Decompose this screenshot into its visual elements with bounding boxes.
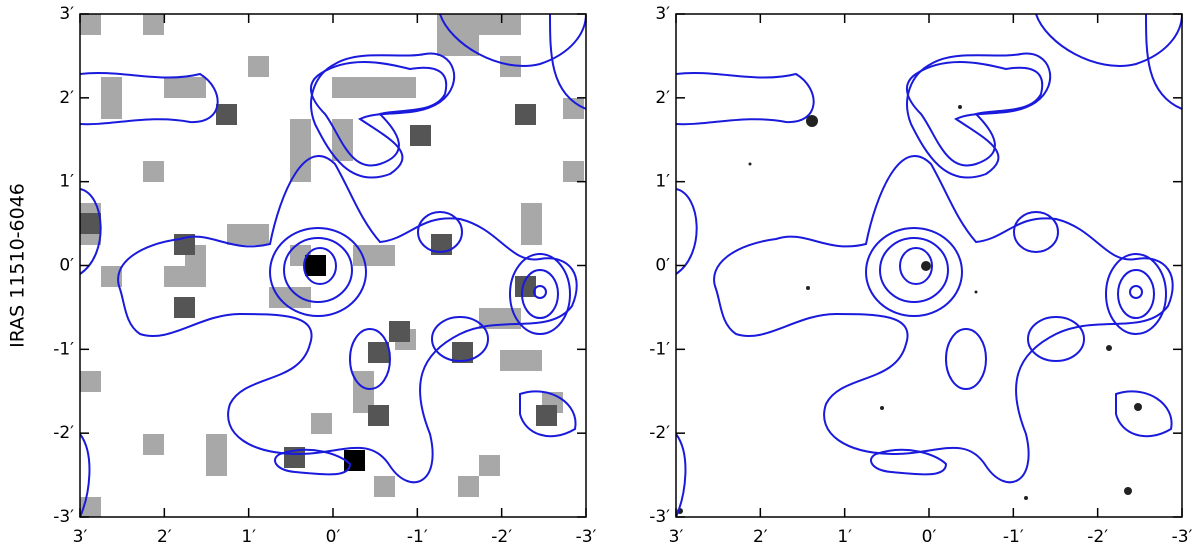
x-tick-label: -1′ — [407, 527, 428, 547]
y-tick-label: -2′ — [649, 423, 670, 443]
y-tick-label: -1′ — [53, 339, 74, 359]
y-tick-label: -2′ — [53, 423, 74, 443]
y-tick-label: 3′ — [59, 4, 74, 24]
y-tick-label: 0′ — [59, 256, 74, 276]
x-tick-label: 1′ — [837, 527, 852, 547]
x-tick-label: 2′ — [753, 527, 768, 547]
x-tick-label: -1′ — [1003, 527, 1024, 547]
x-tick-label: 1′ — [241, 527, 256, 547]
optical-image — [676, 14, 1182, 517]
x-tick-label: -2′ — [491, 527, 512, 547]
y-tick-label: 2′ — [59, 88, 74, 108]
x-tick-label: -3′ — [1172, 527, 1193, 547]
y-tick-label: -3′ — [649, 507, 670, 527]
y-tick-label: 1′ — [59, 172, 74, 192]
y-axis-label: IRAS 11510-6046 — [7, 183, 29, 348]
y-tick-label: -1′ — [649, 339, 670, 359]
y-tick-label: -3′ — [53, 507, 74, 527]
y-tick-label: 3′ — [655, 4, 670, 24]
y-tick-label: 1′ — [655, 172, 670, 192]
y-tick-label: 0′ — [655, 256, 670, 276]
x-tick-label: -2′ — [1087, 527, 1108, 547]
x-tick-label: 3′ — [73, 527, 88, 547]
x-tick-label: 0′ — [922, 527, 937, 547]
x-tick-label: -3′ — [576, 527, 597, 547]
pixel-map — [80, 14, 586, 517]
x-tick-label: 0′ — [326, 527, 341, 547]
x-tick-label: 3′ — [669, 527, 684, 547]
x-tick-label: 2′ — [157, 527, 172, 547]
y-tick-label: 2′ — [655, 88, 670, 108]
